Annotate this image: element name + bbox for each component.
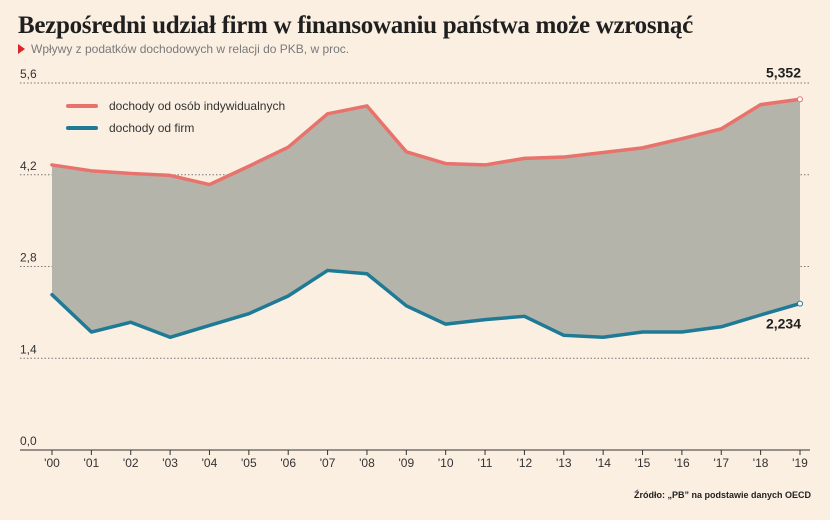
x-tick-label: '06 bbox=[280, 456, 296, 470]
subtitle-text: Wpływy z podatków dochodowych w relacji … bbox=[31, 42, 350, 56]
x-tick-label: '04 bbox=[202, 456, 218, 470]
x-tick-label: '16 bbox=[674, 456, 690, 470]
x-tick-label: '08 bbox=[359, 456, 375, 470]
x-tick-label: '15 bbox=[635, 456, 651, 470]
y-tick-label: 0,0 bbox=[20, 434, 37, 448]
series-lines bbox=[50, 96, 803, 340]
data-point bbox=[797, 300, 803, 307]
y-tick-label: 1,4 bbox=[20, 342, 37, 356]
x-tick-label: '00 bbox=[44, 456, 60, 470]
y-tick-label: 4,2 bbox=[20, 159, 37, 173]
chart-title: Bezpośredni udział firm w finansowaniu p… bbox=[18, 12, 693, 39]
annotation-last-individual: 5,352 bbox=[766, 64, 801, 80]
x-tick-label: '17 bbox=[713, 456, 729, 470]
x-tick-label: '11 bbox=[478, 456, 493, 470]
legend: dochody od osób indywidualnych dochody o… bbox=[66, 99, 285, 135]
x-tick-label: '13 bbox=[556, 456, 572, 470]
series-line-firm bbox=[50, 268, 802, 340]
x-tick-label: '01 bbox=[84, 456, 100, 470]
x-tick-label: '19 bbox=[792, 456, 808, 470]
legend-label-individual: dochody od osób indywidualnych bbox=[109, 99, 285, 113]
x-tick-label: '18 bbox=[753, 456, 769, 470]
x-tick-label: '07 bbox=[320, 456, 336, 470]
y-tick-label: 2,8 bbox=[20, 251, 37, 265]
x-axis: '00 '01 '02 '03 '04 '05 '06 '07 '08 '09 '10 '11 '12 '… bbox=[44, 450, 808, 470]
x-tick-label: '03 bbox=[162, 456, 178, 470]
triangle-marker-icon bbox=[18, 44, 25, 54]
series-line-individual bbox=[50, 97, 802, 187]
chart-subtitle: Wpływy z podatków dochodowych w relacji … bbox=[18, 42, 349, 56]
x-tick-label: '14 bbox=[595, 456, 611, 470]
annotation-last-firm: 2,234 bbox=[766, 316, 801, 332]
x-tick-label: '10 bbox=[438, 456, 454, 470]
data-point bbox=[797, 96, 803, 103]
x-tick-label: '02 bbox=[123, 456, 139, 470]
area-between-series bbox=[52, 99, 800, 338]
legend-label-firm: dochody od firm bbox=[109, 121, 194, 135]
x-tick-label: '09 bbox=[398, 456, 414, 470]
source-note: Źródło: „PB” na podstawie danych OECD bbox=[633, 490, 811, 500]
x-tick-label: '05 bbox=[241, 456, 257, 470]
x-tick-label: '12 bbox=[517, 456, 533, 470]
y-tick-label: 5,6 bbox=[20, 67, 37, 81]
